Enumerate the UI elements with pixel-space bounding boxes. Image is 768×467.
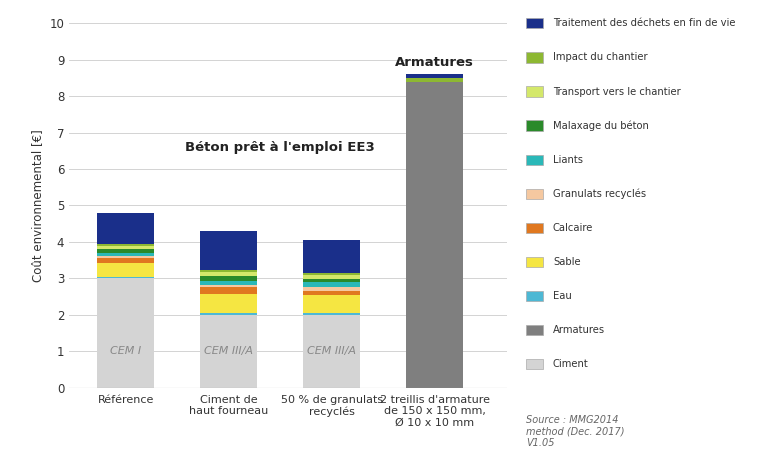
Text: Béton prêt à l'emploi EE3: Béton prêt à l'emploi EE3: [185, 141, 375, 154]
Text: Transport vers le chantier: Transport vers le chantier: [553, 86, 680, 97]
Text: Malaxage du béton: Malaxage du béton: [553, 120, 649, 131]
Bar: [98, 213, 154, 244]
Text: Eau: Eau: [553, 291, 571, 301]
Bar: [98, 249, 154, 253]
Bar: [200, 285, 257, 287]
Bar: [406, 78, 463, 82]
Text: Sable: Sable: [553, 257, 581, 267]
Bar: [303, 273, 360, 275]
Text: Liants: Liants: [553, 155, 583, 165]
Text: CEM III/A: CEM III/A: [204, 346, 253, 356]
Bar: [406, 74, 463, 78]
Bar: [303, 296, 360, 313]
Bar: [200, 313, 257, 315]
Bar: [98, 246, 154, 249]
Bar: [98, 256, 154, 258]
Bar: [303, 291, 360, 296]
Bar: [200, 287, 257, 294]
Bar: [98, 258, 154, 262]
Text: Armatures: Armatures: [553, 325, 605, 335]
Bar: [200, 315, 257, 388]
Bar: [303, 313, 360, 315]
Text: Source : MMG2014
method (Dec. 2017)
V1.05: Source : MMG2014 method (Dec. 2017) V1.0…: [526, 415, 624, 448]
Bar: [200, 270, 257, 272]
Bar: [200, 281, 257, 285]
Bar: [303, 287, 360, 291]
Bar: [200, 272, 257, 276]
Bar: [303, 275, 360, 279]
Text: Impact du chantier: Impact du chantier: [553, 52, 647, 63]
Bar: [98, 278, 154, 388]
Bar: [200, 294, 257, 313]
Text: Armatures: Armatures: [396, 56, 474, 69]
Bar: [200, 276, 257, 281]
Bar: [406, 82, 463, 388]
Y-axis label: Coût environnemental [€]: Coût environnemental [€]: [31, 129, 44, 282]
Text: CEM III/A: CEM III/A: [307, 346, 356, 356]
Bar: [98, 276, 154, 278]
Text: Ciment: Ciment: [553, 359, 589, 369]
Bar: [98, 262, 154, 276]
Text: Calcaire: Calcaire: [553, 223, 594, 233]
Bar: [303, 240, 360, 273]
Bar: [303, 283, 360, 287]
Text: Traitement des déchets en fin de vie: Traitement des déchets en fin de vie: [553, 18, 736, 28]
Bar: [98, 244, 154, 246]
Bar: [200, 231, 257, 270]
Bar: [303, 315, 360, 388]
Bar: [98, 253, 154, 256]
Text: Granulats recyclés: Granulats recyclés: [553, 189, 646, 199]
Text: CEM I: CEM I: [111, 346, 141, 356]
Bar: [303, 279, 360, 283]
